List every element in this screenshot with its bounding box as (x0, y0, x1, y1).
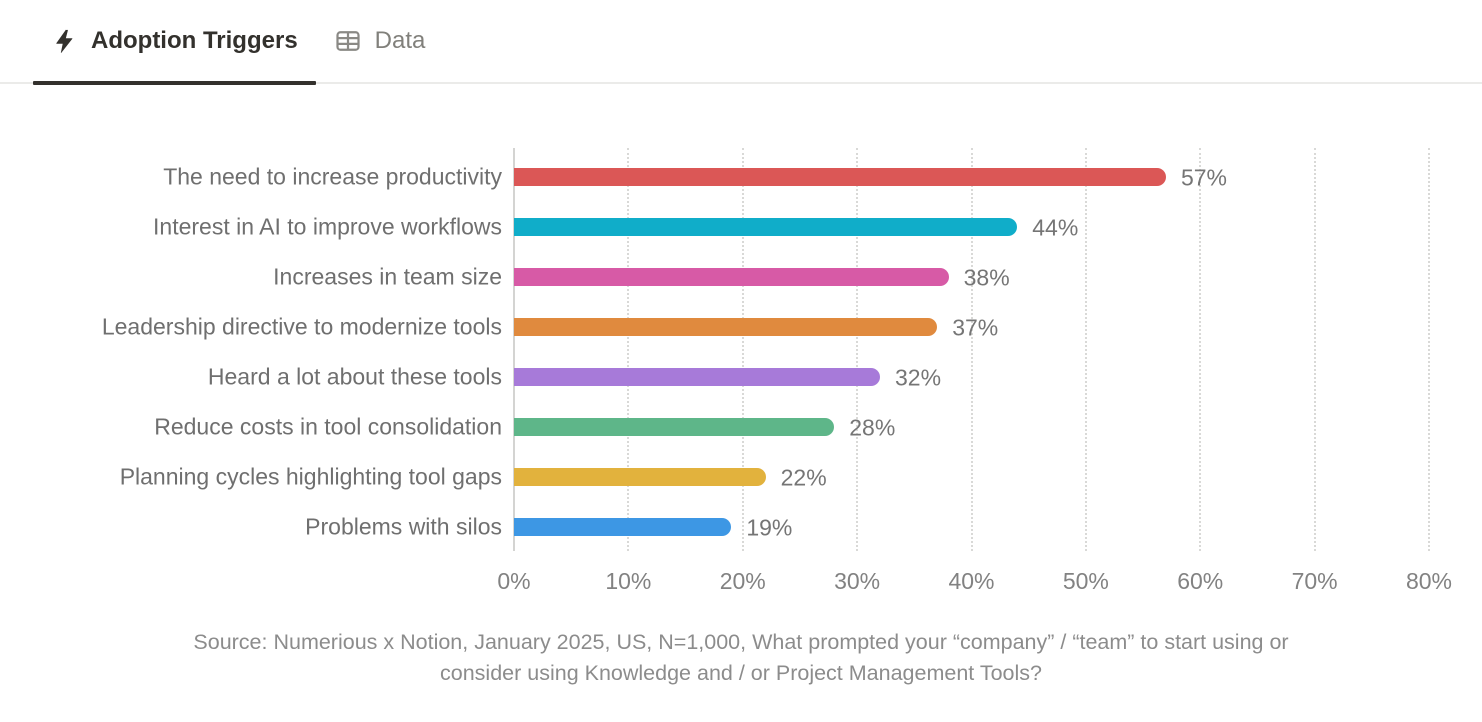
x-axis-tick-label: 50% (1062, 568, 1109, 594)
value-label: 32% (895, 364, 942, 391)
value-label: 22% (780, 464, 827, 491)
bar (514, 218, 1018, 236)
x-axis-tick-label: 10% (605, 568, 652, 594)
category-label: Heard a lot about these tools (207, 363, 502, 390)
tab-label: Data (374, 27, 426, 54)
x-axis-tick-label: 0% (497, 568, 531, 594)
category-label: Problems with silos (305, 513, 502, 540)
category-label: Planning cycles highlighting tool gaps (119, 463, 502, 490)
tab-label: Adoption Triggers (91, 27, 298, 54)
source-line: Source: Numerious x Notion, January 2025… (193, 630, 1289, 654)
gridline (856, 148, 859, 551)
value-label: 38% (963, 264, 1010, 291)
source-note: Source: Numerious x Notion, January 2025… (0, 627, 1482, 689)
bar (514, 368, 880, 386)
bar (514, 418, 835, 436)
x-axis-tick-label: 40% (948, 568, 995, 594)
lightning-icon (51, 28, 78, 55)
category-label: The need to increase productivity (163, 163, 502, 190)
bar (514, 168, 1166, 186)
value-label: 19% (746, 514, 793, 541)
bar (514, 268, 949, 286)
x-axis-tick-label: 80% (1405, 568, 1453, 594)
gridline (1199, 148, 1202, 551)
x-axis-tick-label: 60% (1177, 568, 1224, 594)
category-label: Interest in AI to improve workflows (153, 213, 502, 240)
gridline (970, 148, 973, 551)
gridline (741, 148, 744, 551)
bar (514, 318, 938, 336)
category-label: Reduce costs in tool consolidation (154, 413, 502, 440)
tab-bar: Adoption Triggers Data (0, 0, 1482, 85)
tab-adoption-triggers[interactable]: Adoption Triggers (33, 0, 316, 85)
table-icon (334, 27, 362, 55)
bar-chart: 0% 10% 20% 30% 40% 50% 60% 70% 80% The need to in… (0, 86, 1482, 606)
source-line: consider using Knowledge and / or Projec… (440, 661, 1042, 685)
y-axis-line (513, 148, 515, 551)
tab-data[interactable]: Data (316, 0, 444, 83)
gridline (1428, 148, 1430, 551)
value-label: 57% (1180, 164, 1227, 191)
bar (514, 468, 766, 486)
gridline (1313, 148, 1316, 551)
x-axis-tick-label: 70% (1291, 568, 1338, 594)
value-label: 28% (849, 414, 896, 441)
bar (514, 518, 732, 536)
value-label: 44% (1032, 214, 1079, 241)
gridline (1084, 148, 1087, 551)
category-label: Increases in team size (273, 263, 502, 290)
x-axis-tick-label: 20% (719, 568, 766, 594)
x-axis-tick-label: 30% (834, 568, 881, 594)
category-label: Leadership directive to modernize tools (101, 313, 502, 340)
value-label: 37% (952, 314, 999, 341)
gridline (627, 148, 630, 551)
